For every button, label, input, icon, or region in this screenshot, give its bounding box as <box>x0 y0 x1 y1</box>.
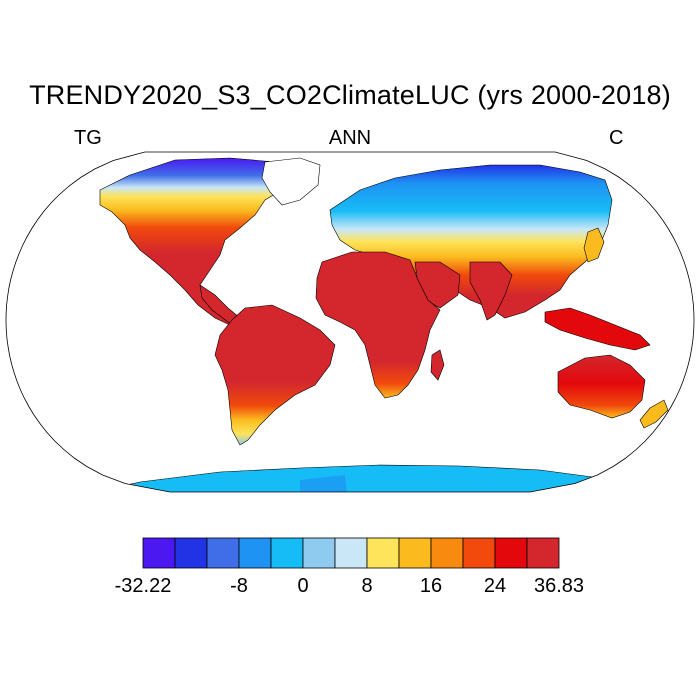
colorbar-bin <box>142 537 176 569</box>
units-label: C <box>609 127 624 149</box>
colorbar-tick-label: -8 <box>230 575 248 597</box>
colorbar-tick-label: 8 <box>361 575 372 597</box>
colorbar-tick-label: 36.83 <box>534 575 584 597</box>
antarctica <box>6 464 694 492</box>
colorbar-ticks: -32.22 -8 0 8 16 24 36.83 <box>115 575 584 597</box>
australia <box>557 354 646 419</box>
southeast-asia-islands <box>544 307 651 351</box>
globe-outline <box>5 151 695 493</box>
colorbar-bin <box>206 537 240 569</box>
colorbar-tick-label: -32.22 <box>115 575 172 597</box>
colorbar-tick-label: 16 <box>420 575 442 597</box>
colorbar-bin <box>238 537 272 569</box>
madagascar <box>430 349 445 381</box>
india <box>469 261 513 321</box>
colorbar-bins <box>142 537 560 569</box>
colorbar-bin <box>302 537 336 569</box>
colorbar-bin <box>526 537 560 569</box>
colorbar-tick-label: 24 <box>484 575 506 597</box>
antarctic-peninsula-shade <box>300 475 350 492</box>
colorbar-bin <box>462 537 496 569</box>
colorbar-bin <box>398 537 432 569</box>
colorbar-bin <box>334 537 368 569</box>
season-label: ANN <box>328 127 372 149</box>
map-title: TRENDY2020_S3_CO2ClimateLUC (yrs 2000-20… <box>29 80 671 110</box>
colorbar-tick-label: 0 <box>297 575 308 597</box>
new-zealand <box>639 399 669 429</box>
greenland <box>261 157 321 206</box>
south-america <box>214 304 336 446</box>
colorbar-bin <box>270 537 304 569</box>
japan <box>583 227 605 263</box>
africa <box>315 251 441 399</box>
colorbar-bin <box>430 537 464 569</box>
colorbar-bin <box>494 537 528 569</box>
variable-label: TG <box>74 127 102 149</box>
colorbar-bin <box>366 537 400 569</box>
colorbar-bin <box>174 537 208 569</box>
